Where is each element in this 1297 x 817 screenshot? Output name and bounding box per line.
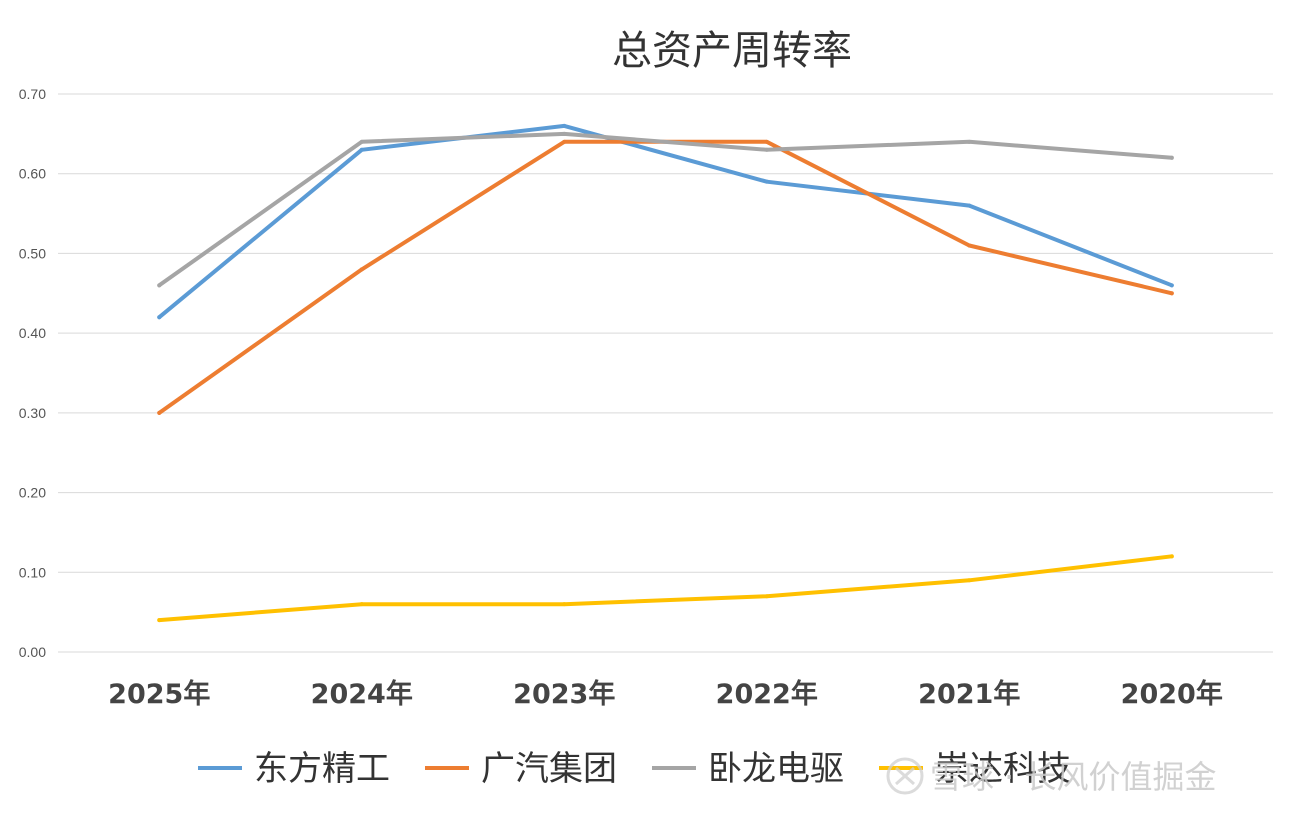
y-tick-label: 0.70	[19, 86, 46, 102]
data-point	[967, 203, 972, 208]
legend-label: 崇达科技	[935, 749, 1071, 789]
data-point	[967, 578, 972, 583]
data-point	[967, 243, 972, 248]
chart-title: 总资产周转率	[612, 28, 852, 74]
data-point	[562, 139, 567, 144]
data-point	[157, 410, 162, 415]
legend-label: 广汽集团	[481, 749, 617, 789]
legend-label: 东方精工	[254, 749, 390, 789]
data-point	[562, 123, 567, 128]
y-tick-label: 0.30	[19, 405, 46, 421]
x-tick-label: 2024年	[311, 678, 413, 710]
y-tick-label: 0.00	[19, 644, 46, 660]
data-point	[764, 139, 769, 144]
data-point	[359, 139, 364, 144]
gridlines	[58, 93, 1273, 653]
y-axis-ticks: 0.00 0.10 0.20 0.30 0.40 0.50 0.60 0.70	[19, 86, 46, 660]
y-tick-label: 0.50	[19, 245, 46, 261]
x-tick-label: 2023年	[513, 678, 615, 710]
data-point	[1169, 283, 1174, 288]
x-axis-ticks: 2025年 2024年 2023年 2022年 2021年 2020年	[108, 678, 1223, 710]
data-point	[562, 131, 567, 136]
x-tick-label: 2021年	[918, 678, 1020, 710]
data-point	[764, 179, 769, 184]
snowball-logo-icon	[886, 757, 924, 795]
data-point	[764, 594, 769, 599]
y-tick-label: 0.40	[19, 325, 46, 341]
series-line-3	[157, 554, 1174, 623]
data-point	[157, 315, 162, 320]
legend-label: 卧龙电驱	[708, 749, 844, 789]
series-line-1	[157, 139, 1174, 415]
x-tick-label: 2025年	[108, 678, 210, 710]
data-point	[157, 618, 162, 623]
data-point	[359, 602, 364, 607]
watermark-text: 雪球 · 长风价值掘金	[930, 758, 1217, 796]
x-tick-label: 2020年	[1121, 678, 1223, 710]
y-tick-label: 0.20	[19, 485, 46, 501]
legend: 东方精工 广汽集团 卧龙电驱 崇达科技	[198, 749, 1071, 789]
y-tick-label: 0.60	[19, 166, 46, 182]
data-point	[359, 147, 364, 152]
data-point	[764, 147, 769, 152]
data-point	[1169, 155, 1174, 160]
data-point	[562, 602, 567, 607]
series-line-0	[157, 123, 1174, 320]
data-point	[1169, 554, 1174, 559]
series-lines	[157, 123, 1174, 623]
series-line-2	[157, 131, 1174, 288]
data-point	[157, 283, 162, 288]
y-tick-label: 0.10	[19, 564, 46, 580]
data-point	[1169, 291, 1174, 296]
data-point	[967, 139, 972, 144]
x-tick-label: 2022年	[716, 678, 818, 710]
data-point	[359, 267, 364, 272]
watermark: 雪球 · 长风价值掘金	[886, 757, 1217, 796]
